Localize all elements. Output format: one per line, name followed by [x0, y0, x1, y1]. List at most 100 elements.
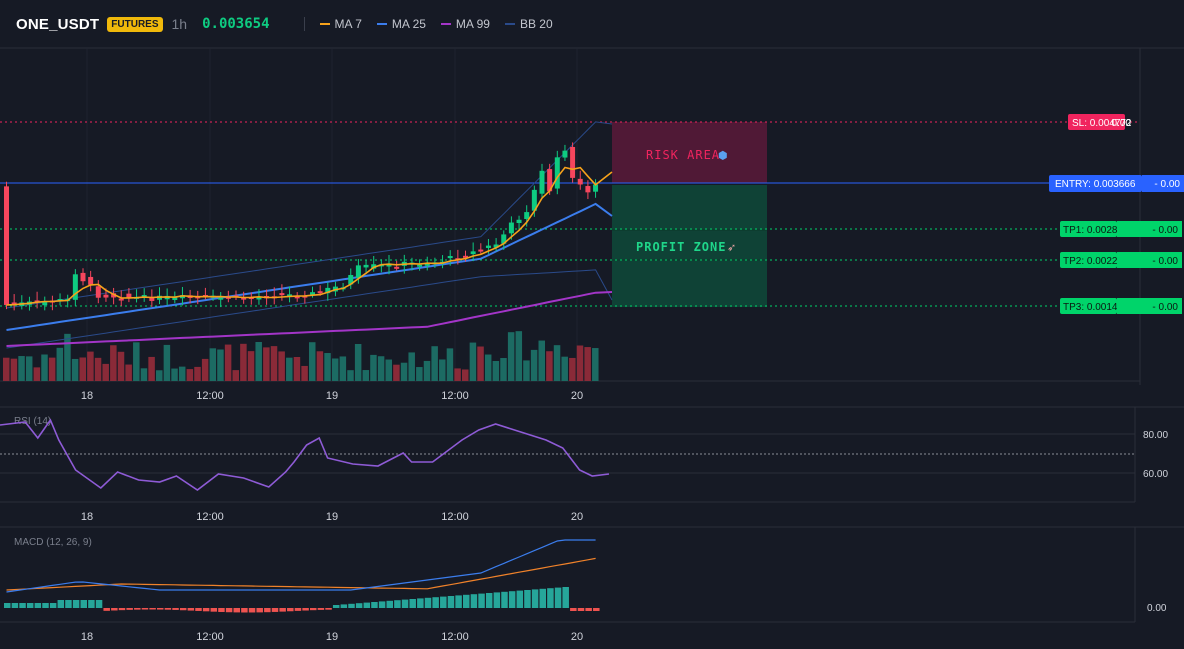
volume-bar: [408, 352, 415, 381]
candle-body: [4, 186, 9, 305]
candle-body: [310, 292, 315, 295]
time-tick-label: 19: [326, 631, 338, 643]
rsi-label[interactable]: RSI (14): [14, 416, 51, 427]
time-tick-label: 12:00: [196, 390, 224, 402]
tp2-label-bg: [1060, 252, 1117, 268]
volume-bar: [500, 358, 507, 381]
candle-body: [470, 251, 476, 255]
volume-bar: [484, 354, 492, 381]
macd-bar: [111, 608, 118, 611]
candle-body: [539, 170, 545, 194]
candle-body: [501, 234, 507, 244]
tp2-price-label[interactable]: TP2: 0.002283 - 0.00: [1060, 252, 1182, 268]
volume-bar: [370, 354, 377, 381]
volume-bar: [201, 358, 209, 381]
macd-bar: [378, 601, 386, 608]
volume-bar: [194, 366, 201, 381]
candle-body: [279, 293, 285, 296]
volume-bar: [339, 356, 347, 381]
candle-body: [149, 297, 155, 301]
symbol-title[interactable]: ONE_USDT: [16, 15, 100, 33]
macd-bar: [562, 587, 569, 608]
timeframe-selector[interactable]: 1h: [171, 16, 188, 32]
volume-bar: [507, 332, 515, 381]
volume-bar: [18, 356, 25, 381]
macd-line: [6, 539, 596, 593]
volume-bar: [439, 359, 446, 381]
macd-bar: [65, 600, 72, 608]
profit-zone-label: PROFIT ZONE: [636, 240, 726, 254]
volume-bar: [431, 346, 438, 381]
legend-ma99[interactable]: MA 99: [440, 17, 490, 31]
candle-body: [371, 264, 377, 269]
legend-ma7[interactable]: MA 7: [319, 17, 362, 31]
candle-body: [447, 256, 453, 259]
tp1-value-num: 0.00: [1159, 225, 1179, 236]
tp3-price-label[interactable]: TP3: 0.001453 - 0.00: [1060, 298, 1182, 314]
time-tick-label: 12:00: [441, 511, 469, 523]
volume-bar: [56, 347, 64, 381]
volume-bar: [492, 360, 500, 381]
tp1-price-label[interactable]: TP1: 0.002836 - 0.00: [1060, 221, 1182, 237]
candle-body: [103, 294, 109, 298]
time-axis-rsi: 18 12:00 19 12:00 20: [81, 511, 583, 523]
last-price: 0.003654: [202, 16, 270, 32]
macd-bar: [554, 587, 562, 608]
volume-bar: [446, 348, 454, 381]
macd-bar: [187, 608, 195, 611]
volume-bar: [400, 362, 408, 381]
volume-bar: [553, 345, 561, 381]
legend-ma7-label: MA 7: [334, 17, 362, 31]
macd-label[interactable]: MACD (12, 26, 9): [14, 537, 92, 548]
volume-bar: [247, 351, 255, 381]
macd-bar: [417, 598, 424, 608]
sl-value: - 0.00: [1105, 118, 1131, 129]
volume-bar: [546, 351, 553, 381]
volume-bar: [423, 360, 431, 381]
ma99-line: [6, 291, 613, 347]
volume-bar: [41, 354, 48, 381]
macd-bar: [325, 608, 332, 610]
legend-ma25[interactable]: MA 25: [376, 17, 426, 31]
candle-body: [172, 296, 178, 300]
macd-bar: [386, 600, 393, 608]
candle-body: [394, 266, 400, 269]
macd-bar: [355, 603, 363, 608]
macd-bar: [26, 603, 34, 608]
volume-bar: [156, 370, 163, 381]
rsi-line: [0, 418, 610, 491]
time-tick-label: 20: [571, 511, 583, 523]
macd-bar: [547, 588, 554, 608]
volume-bar: [270, 346, 278, 381]
macd-bar: [218, 608, 225, 612]
entry-price-label[interactable]: ENTRY: 0.003666: [1049, 175, 1142, 192]
macd-bar: [134, 608, 141, 610]
volume-bar: [255, 341, 262, 381]
tp2-label-text: TP2: 0.002283: [1063, 256, 1129, 267]
macd-bar: [179, 608, 187, 611]
candle-body: [485, 245, 491, 248]
volume-bar: [140, 368, 148, 381]
time-tick-label: 12:00: [196, 511, 224, 523]
legend-bb20[interactable]: BB 20: [504, 17, 553, 31]
risk-area-zone[interactable]: [612, 122, 767, 183]
sl-price-label[interactable]: SL: 0.004772: [1068, 114, 1132, 130]
macd-bar: [287, 608, 294, 612]
candle-body: [287, 294, 293, 297]
volume-bar: [576, 345, 584, 381]
macd-bar: [34, 603, 42, 608]
time-tick-label: 18: [81, 511, 93, 523]
macd-bar: [478, 593, 485, 608]
macd-bar: [80, 600, 87, 608]
candle-body: [317, 291, 323, 294]
volume-bar: [3, 357, 10, 381]
volume-bar: [178, 366, 186, 381]
sl-value-num: 0.00: [1112, 118, 1132, 129]
profit-zone[interactable]: [612, 185, 767, 307]
macd-bar: [210, 608, 218, 612]
candle-body: [241, 297, 247, 300]
macd-bar: [424, 597, 432, 608]
volume-bar: [163, 344, 171, 381]
candle-body: [294, 296, 300, 299]
